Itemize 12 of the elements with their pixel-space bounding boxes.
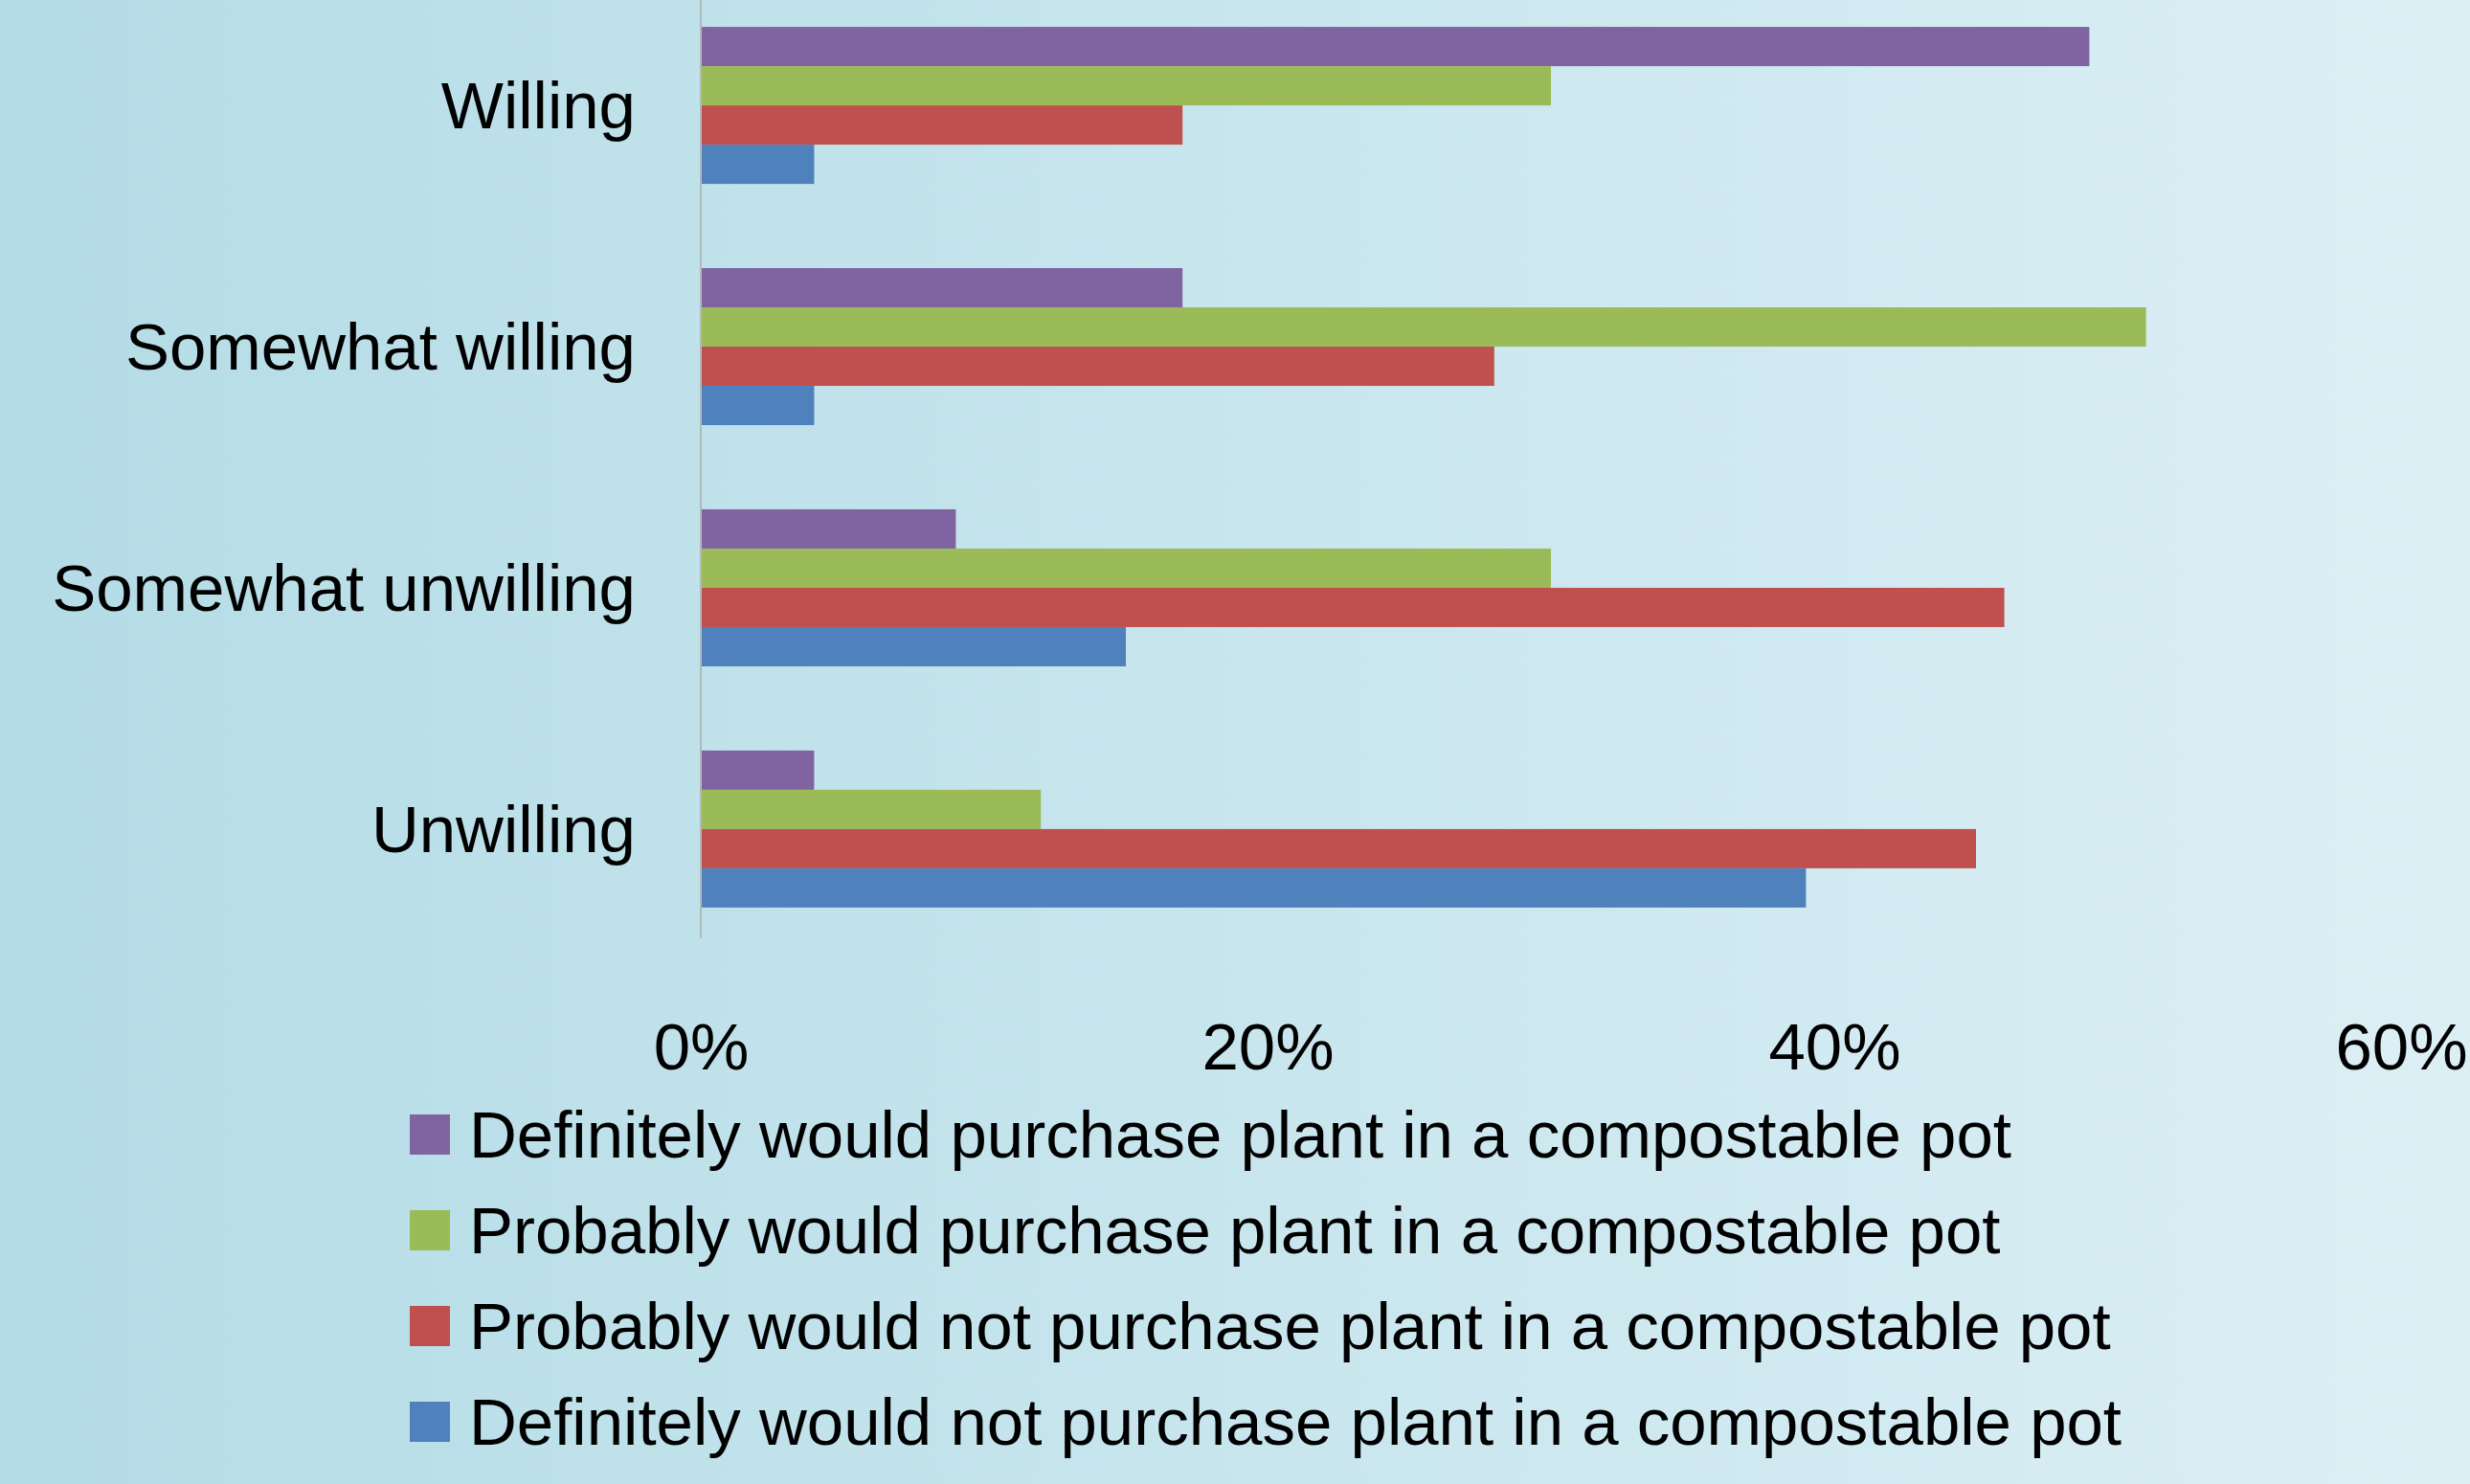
legend-label: Probably would purchase plant in a compostable pot [469, 1194, 2001, 1269]
x-tick-label: 60% [2335, 1009, 2468, 1084]
legend-label: Definitely would not purchase plant in a compostable pot [469, 1385, 2122, 1460]
legend-label: Probably would not purchase plant in a compostable pot [469, 1290, 2111, 1364]
x-tick-label: 40% [1768, 1009, 1901, 1084]
y-tick-label: Unwilling [370, 793, 636, 867]
x-tick-label: 20% [1201, 1009, 1335, 1084]
x-tick-label: 0% [653, 1009, 750, 1084]
y-tick-label: Somewhat unwilling [52, 551, 636, 626]
y-tick-label: Somewhat willing [124, 310, 636, 385]
y-tick-label: Willing [440, 69, 636, 144]
legend-label: Definitely would purchase plant in a compostable pot [469, 1098, 2011, 1173]
